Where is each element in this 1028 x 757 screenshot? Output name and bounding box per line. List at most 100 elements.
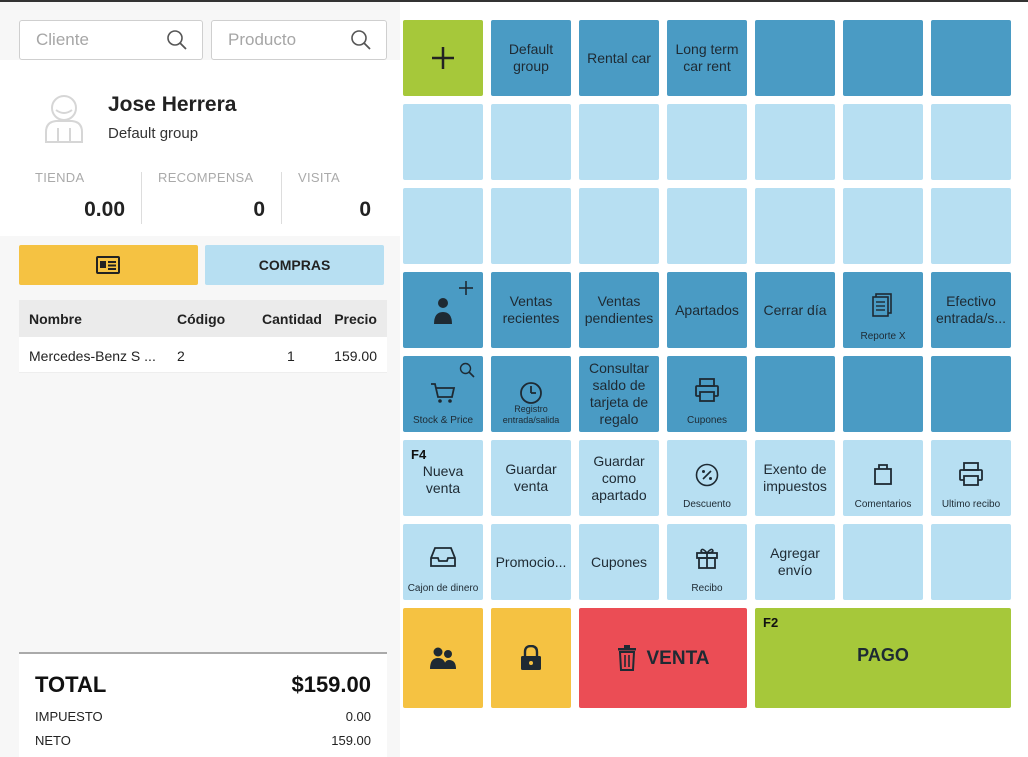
agregar-envio-tile[interactable]: Agregar envío: [755, 524, 835, 600]
search-icon[interactable]: [350, 29, 372, 51]
trash-icon: [617, 645, 636, 671]
tile-label: Cupones: [590, 553, 648, 570]
guardar-apartado-tile[interactable]: Guardar como apartado: [579, 440, 659, 516]
empty-tile[interactable]: [931, 524, 1011, 600]
total-value: $159.00: [291, 672, 371, 697]
efectivo-tile[interactable]: Efectivo entrada/s...: [931, 272, 1011, 348]
stock-price-tile[interactable]: Stock & Price: [403, 356, 483, 432]
empty-tile[interactable]: [667, 104, 747, 180]
col-codigo: Código: [177, 311, 226, 327]
cajon-dinero-tile[interactable]: Cajon de dinero: [403, 524, 483, 600]
consultar-saldo-tile[interactable]: Consultar saldo de tarjeta de regalo: [579, 356, 659, 432]
empty-tile[interactable]: [843, 104, 923, 180]
rental-car-tile[interactable]: Rental car: [579, 20, 659, 96]
cell-code: 2: [177, 348, 185, 364]
venta-delete-button[interactable]: VENTA: [579, 608, 747, 708]
default-group-tile[interactable]: Default group: [491, 20, 571, 96]
cliente-search-input[interactable]: [20, 21, 202, 59]
lock-button[interactable]: [491, 608, 571, 708]
producto-search-input[interactable]: [212, 21, 386, 59]
tile-label: Stock & Price: [412, 415, 474, 426]
apartados-tile[interactable]: Apartados: [667, 272, 747, 348]
cell-name: Mercedes-Benz S ...: [29, 348, 156, 364]
tile-label: Ultimo recibo: [941, 499, 1001, 510]
tile-label: Recibo: [691, 583, 723, 594]
reporte-x-tile[interactable]: Reporte X: [843, 272, 923, 348]
producto-search[interactable]: [211, 20, 387, 60]
totals-panel: TOTAL $159.00 IMPUESTO 0.00 NETO 159.00: [19, 652, 387, 757]
empty-tile[interactable]: [843, 356, 923, 432]
tile-label: Cerrar día: [763, 301, 827, 318]
nueva-venta-tile[interactable]: F4 Nueva venta: [403, 440, 483, 516]
descuento-tile[interactable]: Descuento: [667, 440, 747, 516]
long-term-car-rent-tile[interactable]: Long term car rent: [667, 20, 747, 96]
ventas-pendientes-tile[interactable]: Ventas pendientes: [579, 272, 659, 348]
empty-tile[interactable]: [755, 356, 835, 432]
add-customer-tile[interactable]: [403, 272, 483, 348]
col-cantidad: Cantidad: [262, 311, 322, 327]
empty-tile[interactable]: [579, 104, 659, 180]
empty-tile[interactable]: [931, 104, 1011, 180]
tile-label: Ventas recientes: [502, 293, 560, 326]
search-icon[interactable]: [166, 29, 188, 51]
net-label: NETO: [35, 733, 71, 748]
tile-label: Nueva venta: [422, 463, 464, 496]
customer-name: Jose Herrera: [108, 93, 237, 116]
empty-tile[interactable]: [579, 188, 659, 264]
tile-label: Consultar saldo de tarjeta de regalo: [589, 360, 649, 427]
ventas-recientes-tile[interactable]: Ventas recientes: [491, 272, 571, 348]
empty-tile[interactable]: [755, 188, 835, 264]
empty-tile[interactable]: [491, 188, 571, 264]
empty-tile[interactable]: [931, 188, 1011, 264]
empty-tile[interactable]: [843, 188, 923, 264]
guardar-venta-tile[interactable]: Guardar venta: [491, 440, 571, 516]
add-tile-button[interactable]: [403, 20, 483, 96]
tile-label: Reporte X: [860, 331, 906, 342]
cupones-print-tile[interactable]: Cupones: [667, 356, 747, 432]
cliente-search[interactable]: [19, 20, 203, 60]
empty-tile[interactable]: [403, 104, 483, 180]
left-panel: Jose Herrera Default group TIENDA 0.00 R…: [0, 2, 400, 757]
table-row[interactable]: Mercedes-Benz S ... 2 1 159.00: [19, 337, 387, 373]
empty-tile[interactable]: [931, 356, 1011, 432]
tile-label: Comentarios: [854, 499, 912, 510]
cart-table: Nombre Código Cantidad Precio Mercedes-B…: [19, 300, 387, 373]
tile-label: Efectivo entrada/s...: [935, 293, 1007, 326]
empty-tile[interactable]: [843, 20, 923, 96]
cerrar-dia-tile[interactable]: Cerrar día: [755, 272, 835, 348]
promociones-tile[interactable]: Promocio...: [491, 524, 571, 600]
users-icon: [430, 647, 456, 669]
empty-tile[interactable]: [843, 524, 923, 600]
percent-icon: [695, 463, 719, 487]
tile-label: Cajon de dinero: [407, 583, 479, 594]
empty-tile[interactable]: [755, 104, 835, 180]
customers-button[interactable]: [403, 608, 483, 708]
printer-icon: [959, 462, 983, 486]
pago-button[interactable]: F2 PAGO: [755, 608, 1011, 708]
empty-tile[interactable]: [667, 188, 747, 264]
comentarios-tile[interactable]: Comentarios: [843, 440, 923, 516]
registro-tile[interactable]: Registro entrada/salida: [491, 356, 571, 432]
ultimo-recibo-tile[interactable]: Ultimo recibo: [931, 440, 1011, 516]
stat-value: 0: [253, 198, 265, 221]
customer-card-button[interactable]: [19, 245, 198, 285]
tile-label: Promocio...: [495, 553, 567, 570]
cell-qty: 1: [287, 348, 295, 364]
empty-tile[interactable]: [931, 20, 1011, 96]
compras-button[interactable]: COMPRAS: [205, 245, 384, 285]
tile-label: Descuento: [683, 499, 731, 510]
empty-tile[interactable]: [755, 20, 835, 96]
tile-label: Rental car: [587, 49, 651, 66]
empty-tile[interactable]: [403, 188, 483, 264]
divider: [141, 172, 142, 224]
total-label: TOTAL: [35, 672, 107, 697]
cell-price: 159.00: [334, 348, 377, 364]
empty-tile[interactable]: [491, 104, 571, 180]
exento-impuestos-tile[interactable]: Exento de impuestos: [755, 440, 835, 516]
search-icon: [459, 362, 475, 378]
recibo-tile[interactable]: Recibo: [667, 524, 747, 600]
tile-label: Exento de impuestos: [763, 461, 827, 494]
tile-label: Cupones: [686, 415, 728, 426]
venta-label: VENTA: [646, 647, 710, 669]
cupones-tile[interactable]: Cupones: [579, 524, 659, 600]
